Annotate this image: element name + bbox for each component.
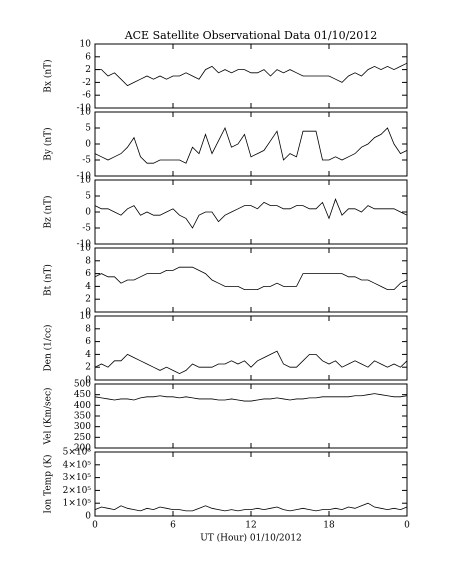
y-tick-label: 250 [74, 433, 91, 443]
y-tick-label: 2 [85, 65, 91, 75]
data-line [94, 502, 408, 512]
x-tick-label: 0 [92, 521, 98, 531]
x-tick-label: 18 [323, 521, 335, 531]
y-tick-label: 10 [80, 40, 92, 50]
y-tick-label: -5 [82, 224, 91, 234]
y-tick-label: -10 [77, 172, 92, 182]
x-tick-label: 12 [245, 521, 256, 531]
y-axis-label: Ion Temp (K) [43, 454, 54, 513]
y-tick-label: -2 [82, 78, 91, 88]
y-tick-label: 6 [85, 337, 91, 347]
y-axis-label: Den (1/cc) [43, 324, 54, 371]
y-tick-label: 400 [74, 401, 91, 411]
y-tick-label: 2 [85, 295, 91, 305]
x-tick-label: 6 [170, 521, 176, 531]
y-axis-label: Bt (nT) [43, 264, 54, 296]
data-line [94, 393, 408, 402]
y-tick-label: 6 [85, 269, 91, 279]
data-line [94, 350, 408, 375]
y-tick-label: 8 [85, 256, 91, 266]
y-tick-label: 300 [74, 422, 91, 432]
y-tick-label: 10 [80, 176, 92, 186]
data-line [94, 266, 408, 290]
y-tick-label: 4 [85, 350, 91, 360]
y-tick-label: 5 [85, 124, 91, 134]
y-axis-label: Bz (nT) [43, 195, 54, 228]
y-axis-label: Bx (nT) [43, 59, 54, 92]
data-line [94, 198, 408, 229]
y-tick-label: -10 [77, 240, 92, 250]
y-tick-label: 0 [85, 308, 91, 318]
y-tick-label: 450 [74, 390, 91, 400]
y-tick-label: 10 [80, 312, 92, 322]
y-tick-label: 1×10⁵ [63, 499, 92, 509]
y-axis-label: Vel (Km/sec) [43, 387, 54, 445]
y-tick-label: 0 [85, 140, 91, 150]
y-tick-label: 0 [85, 208, 91, 218]
y-tick-label: 2×10⁵ [63, 486, 92, 496]
y-tick-label: -5 [82, 156, 91, 166]
y-tick-label: 3×10⁵ [63, 473, 92, 483]
y-tick-label: 6 [85, 52, 91, 62]
chart-title: ACE Satellite Observational Data 01/10/2… [124, 29, 378, 42]
y-tick-label: 2 [85, 363, 91, 373]
x-axis-label: UT (Hour) 01/10/2012 [200, 533, 302, 544]
y-tick-label: 0 [85, 376, 91, 386]
y-tick-label: 4 [85, 282, 91, 292]
y-tick-label: -10 [77, 104, 92, 114]
y-tick-label: 350 [74, 412, 91, 422]
y-axis-label: By (nT) [43, 127, 54, 160]
data-line [94, 126, 408, 164]
data-line [95, 62, 408, 87]
y-tick-label: 200 [74, 444, 91, 454]
y-tick-label: 8 [85, 324, 91, 334]
y-tick-label: 0 [85, 512, 91, 522]
y-tick-label: -6 [82, 91, 91, 101]
y-tick-label: 5×10⁵ [63, 448, 92, 458]
y-tick-label: 500 [74, 380, 91, 390]
y-tick-label: 5 [85, 192, 91, 202]
y-tick-label: 4×10⁵ [63, 460, 92, 470]
y-tick-label: 10 [80, 244, 92, 254]
y-tick-label: 10 [80, 108, 92, 118]
x-tick-label: 0 [404, 521, 410, 531]
